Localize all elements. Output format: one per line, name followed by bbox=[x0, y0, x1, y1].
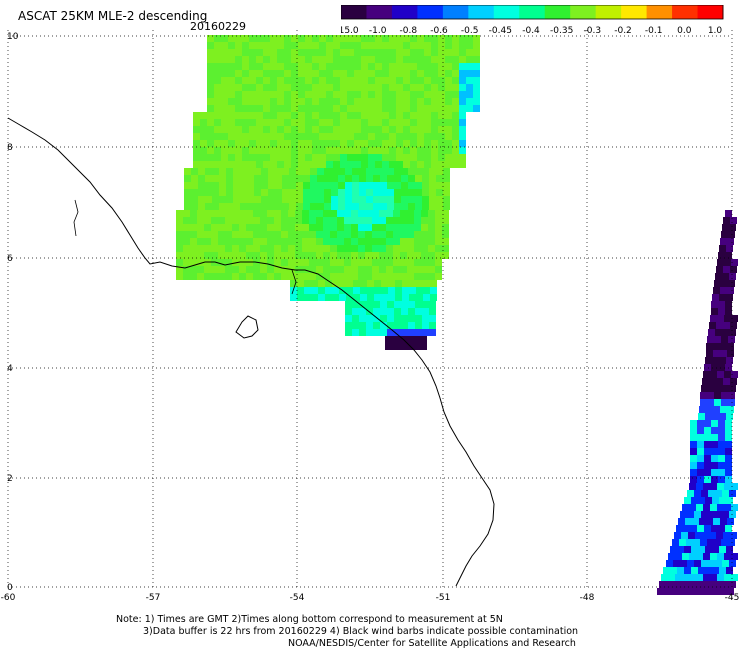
colorbar-swatch bbox=[519, 5, 546, 19]
river-1 bbox=[73, 199, 79, 237]
colorbar-label: -1.0 bbox=[369, 26, 387, 36]
colorbar-label: -0.6 bbox=[430, 26, 448, 36]
colorbar-label: 0.0 bbox=[677, 26, 692, 36]
colorbar-swatch bbox=[544, 5, 571, 19]
colorbar-swatch bbox=[493, 5, 520, 19]
y-tick-label: 8 bbox=[7, 143, 13, 153]
x-tick-label: -54 bbox=[290, 593, 305, 600]
y-tick-label: 0 bbox=[7, 583, 13, 593]
y-axis-labels: 0 2 4 6 8 10 bbox=[7, 32, 19, 593]
wind-swaths bbox=[176, 35, 738, 595]
colorbar-swatch bbox=[621, 5, 648, 19]
x-tick-label: -45 bbox=[725, 593, 740, 600]
colorbar-label: -0.2 bbox=[614, 26, 632, 36]
colorbar-label: -0.35 bbox=[550, 26, 573, 36]
note-line-3: NOAA/NESDIS/Center for Satellite Applica… bbox=[288, 638, 576, 649]
y-tick-label: 2 bbox=[7, 474, 13, 484]
colorbar-label: 1.0 bbox=[708, 26, 723, 36]
colorbar-swatch bbox=[391, 5, 418, 19]
colorbar-swatch bbox=[697, 5, 724, 19]
colorbar-swatch bbox=[442, 5, 469, 19]
x-tick-label: -57 bbox=[146, 593, 161, 600]
note-line-2: 3)Data buffer is 22 hrs from 20160229 4)… bbox=[143, 626, 579, 637]
colorbar-swatch bbox=[646, 5, 673, 19]
y-tick-label: 10 bbox=[7, 32, 19, 42]
lat-lon-grid bbox=[7, 30, 733, 588]
x-tick-label: -51 bbox=[436, 593, 451, 600]
x-tick-label: -60 bbox=[1, 593, 16, 600]
colorbar-swatch bbox=[595, 5, 622, 19]
colorbar-swatch bbox=[570, 5, 597, 19]
colorbar-swatch bbox=[341, 5, 367, 19]
colorbar-swatch bbox=[417, 5, 444, 19]
x-tick-label: -48 bbox=[580, 593, 595, 600]
colorbar-label: -0.4 bbox=[522, 26, 540, 36]
colorbar-label: -0.45 bbox=[489, 26, 512, 36]
chart-title: ASCAT 25KM MLE-2 descending bbox=[18, 9, 208, 23]
y-tick-label: 6 bbox=[7, 254, 13, 264]
river-2 bbox=[291, 269, 297, 295]
island bbox=[235, 315, 259, 339]
colorbar-swatch bbox=[672, 5, 699, 19]
date-label: 20160229 bbox=[190, 20, 246, 33]
colorbar-label: -15.0 bbox=[341, 26, 359, 36]
y-tick-label: 4 bbox=[7, 364, 13, 374]
x-axis-labels: -60 -57 -54 -51 -48 -45 bbox=[1, 593, 740, 600]
coastline bbox=[7, 117, 495, 587]
colorbar-label: -0.5 bbox=[461, 26, 479, 36]
colorbar: -15.0 -1.0 -0.8 -0.6 -0.5 -0.45 -0.4 -0.35 -0.3 -… bbox=[341, 5, 724, 36]
colorbar-label: -0.1 bbox=[645, 26, 663, 36]
colorbar-label: -0.3 bbox=[584, 26, 602, 36]
colorbar-swatch bbox=[468, 5, 495, 19]
colorbar-swatch bbox=[366, 5, 393, 19]
colorbar-label: -0.8 bbox=[400, 26, 418, 36]
note-line-1: Note: 1) Times are GMT 2)Times along bot… bbox=[116, 614, 503, 625]
